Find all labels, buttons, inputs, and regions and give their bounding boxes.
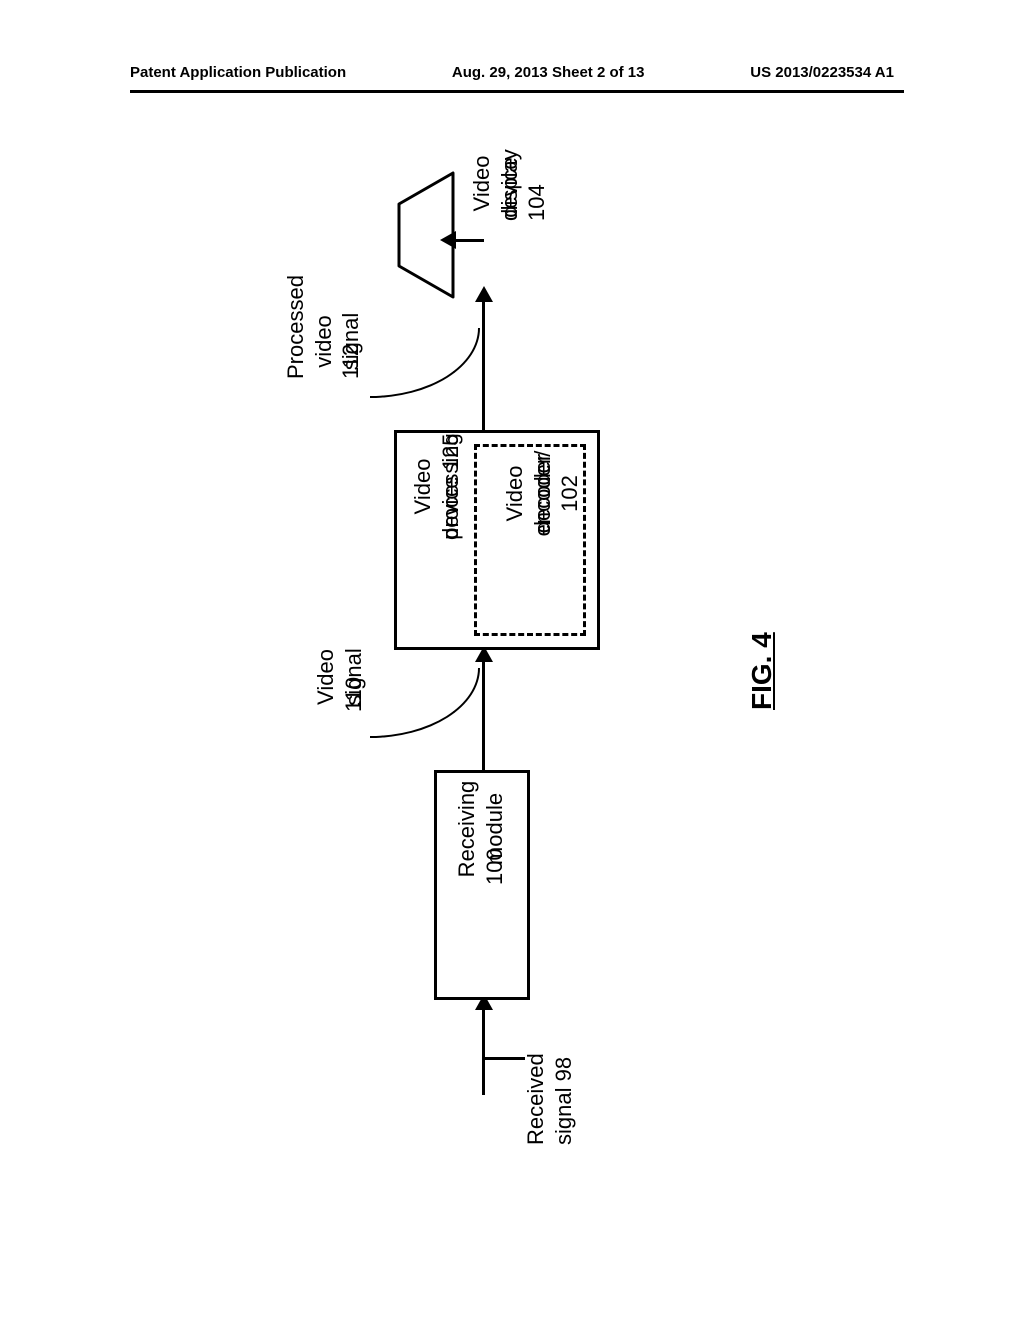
header-right: US 2013/0223534 A1	[750, 64, 894, 81]
header-rule	[130, 90, 904, 93]
arrow-1-line	[482, 1000, 485, 1095]
vs-l2: 110	[340, 677, 368, 712]
encoder-decoder-box: Video encoder/ decoder 102	[474, 444, 586, 636]
header-center: Aug. 29, 2013 Sheet 2 of 13	[452, 64, 645, 81]
ps-l1: Processed	[282, 275, 310, 379]
vd-l3: 104	[523, 184, 551, 221]
receiving-module-box: Receiving module 100	[434, 770, 530, 1000]
encdec-label: Video encoder/ decoder 102	[501, 447, 529, 633]
label-video-signal: Video signal 110	[312, 642, 340, 782]
figure-4-diagram: Received signal 98 Receiving module 100 …	[152, 130, 872, 1190]
arrow-3-vert	[452, 239, 484, 242]
arrow-3-vert-head	[440, 232, 456, 250]
label-received-signal: Received signal 98	[522, 1025, 550, 1145]
label-received-l1: Received	[522, 1053, 550, 1145]
page-header: Patent Application Publication Aug. 29, …	[0, 64, 1024, 81]
vd-l2: device	[496, 157, 524, 221]
tick-received	[485, 1057, 525, 1060]
header-left: Patent Application Publication	[130, 64, 346, 81]
label-video-display: Video display device 104	[468, 146, 523, 296]
leader-video-signal	[370, 668, 480, 738]
figure-label: FIG. 4	[746, 632, 778, 710]
vpd-l2: device 125	[437, 434, 465, 540]
encdec-l2: decoder 102	[529, 447, 584, 540]
ps-l3: 112	[337, 344, 365, 379]
leader-processed-signal	[370, 328, 480, 398]
label-received-l2: signal 98	[550, 1057, 578, 1145]
arrow-3-line	[482, 295, 485, 430]
vpd-label: Video processing device 125	[409, 433, 437, 647]
receiving-module-label: Receiving module 100	[453, 773, 481, 997]
arrow-2-line	[482, 655, 485, 770]
recv-l2: 100	[481, 848, 509, 885]
label-processed-signal: Processed video signal 112	[282, 304, 337, 454]
